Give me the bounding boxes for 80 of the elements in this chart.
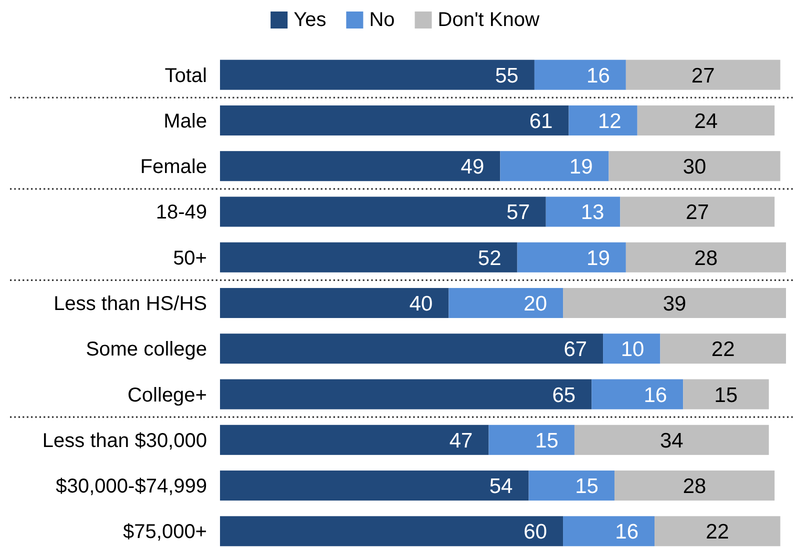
bar [592,379,684,410]
y-tick-label: $30,000-$74,999 [56,476,207,498]
data-label: 20 [524,292,548,316]
bar [488,424,574,455]
bar [608,151,780,182]
bar [220,105,569,136]
data-label: 22 [706,520,730,544]
bar [220,288,449,318]
bar [563,516,655,546]
bar [220,242,518,272]
legend-label: No [369,9,395,31]
y-tick-label: Less than HS/HS [54,293,207,315]
data-label: 55 [495,64,518,88]
y-tick-label: $75,000+ [123,521,207,544]
bar [448,288,564,318]
y-tick-label: Some college [86,338,207,361]
bar [620,196,775,227]
data-label: 27 [691,64,715,88]
data-label: 40 [409,292,433,316]
bar [546,196,620,227]
bar [626,60,780,90]
bar [568,105,638,136]
y-tick-label: Total [164,64,207,87]
data-label: 67 [564,338,588,362]
data-label: 30 [682,156,706,179]
data-label: 52 [478,246,502,270]
legend-label: Yes [294,9,326,31]
y-tick-label: Male [164,110,207,132]
bar [654,516,780,546]
bar [660,334,786,364]
data-label: 54 [489,475,514,498]
bar [220,334,604,364]
data-label: 24 [694,110,718,133]
data-label: 47 [449,429,473,452]
data-label: 28 [694,246,718,270]
y-tick-label: Female [140,156,207,178]
data-label: 12 [598,110,622,133]
bar [220,196,546,227]
data-label: 60 [524,520,548,544]
bar [220,151,500,182]
data-label: 13 [580,201,604,224]
data-label: 28 [682,475,706,498]
bar [603,334,660,364]
bar [534,60,626,90]
bar [563,288,786,318]
data-label: 15 [575,475,598,498]
y-tick-label: College+ [127,384,207,406]
bar [220,379,592,410]
bar [500,151,609,182]
bar [220,424,489,455]
bar [574,424,769,455]
bar [220,60,534,90]
bar [614,470,775,501]
data-label: 65 [552,384,576,407]
data-label: 49 [460,156,484,179]
data-label: 34 [660,429,684,452]
data-label: 16 [644,384,668,407]
data-label: 16 [586,64,610,88]
bar [220,470,529,501]
data-label: 22 [711,338,735,362]
data-label: 15 [714,384,738,407]
data-label: 16 [615,520,639,544]
data-label: 10 [620,338,644,362]
data-label: 19 [586,246,610,270]
data-label: 57 [506,201,530,224]
y-tick-label: Less than $30,000 [42,430,207,452]
y-tick-label: 50+ [173,247,207,270]
data-label: 61 [529,110,553,133]
legend-label: Don't Know [438,9,540,31]
bar [517,242,626,272]
bar [528,470,614,501]
y-tick-label: 18-49 [156,202,207,224]
data-label: 39 [662,292,686,316]
bar [220,516,564,546]
data-label: 27 [686,201,710,224]
data-label: 19 [569,156,593,179]
bar [637,105,775,136]
data-label: 15 [535,429,558,452]
bar [683,379,769,410]
bar [626,242,786,272]
